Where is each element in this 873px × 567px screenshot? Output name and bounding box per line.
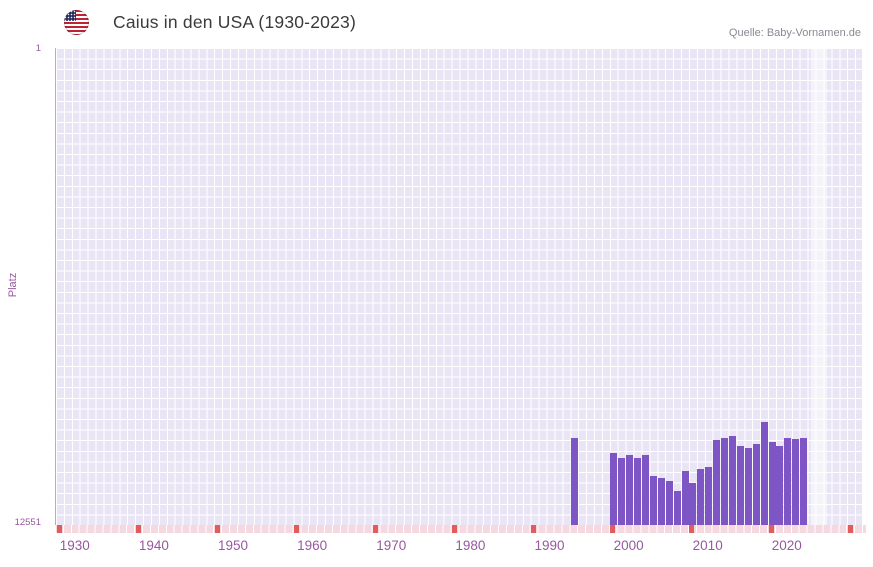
bar-2010[interactable] (705, 466, 713, 525)
bar-2022[interactable] (800, 437, 808, 525)
no-data-tick (56, 525, 62, 533)
bar-2017[interactable] (760, 422, 768, 525)
us-flag-canton (64, 10, 76, 21)
bar-2006[interactable] (673, 490, 681, 525)
x-tick-label-1990: 1990 (534, 538, 565, 553)
bar-2016[interactable] (752, 444, 760, 525)
bar-2012[interactable] (721, 437, 728, 525)
no-data-tick (610, 525, 616, 533)
no-data-tick (214, 525, 220, 533)
bar-1998[interactable] (610, 452, 618, 525)
plot-area (55, 48, 862, 525)
x-tick-label-1940: 1940 (138, 538, 169, 553)
no-data-tick (372, 525, 378, 533)
no-data-tick (293, 525, 299, 533)
no-data-strip (55, 525, 866, 533)
no-data-tick (452, 525, 457, 533)
bar-2009[interactable] (697, 469, 705, 525)
bar-2004[interactable] (657, 478, 665, 525)
bar-2013[interactable] (729, 435, 736, 525)
x-tick-label-1980: 1980 (455, 538, 486, 553)
latest-year-highlight (811, 48, 827, 525)
x-tick-label-2000: 2000 (613, 538, 644, 553)
x-tick-label-2020: 2020 (771, 538, 802, 553)
bar-2002[interactable] (641, 454, 649, 525)
x-tick-label-1960: 1960 (297, 538, 328, 553)
bar-2003[interactable] (649, 475, 657, 525)
y-tick-label-bottom: 12551 (14, 517, 41, 528)
no-data-tick (768, 525, 774, 533)
bar-1993[interactable] (570, 437, 578, 525)
y-axis-title: Platz (7, 272, 19, 298)
bar-2001[interactable] (634, 457, 641, 525)
source-credit: Quelle: Baby-Vornamen.de (728, 27, 861, 39)
no-data-tick (531, 525, 537, 533)
x-tick-label-1970: 1970 (376, 538, 407, 553)
bar-2018[interactable] (768, 441, 776, 525)
bar-2014[interactable] (736, 445, 744, 525)
bar-2008[interactable] (689, 483, 697, 525)
bar-2015[interactable] (744, 447, 752, 525)
bar-2007[interactable] (681, 470, 689, 525)
x-axis: 1930 1940 1950 1960 1970 1980 1990 2000 2010 2020 (0, 538, 873, 560)
x-tick-label-1950: 1950 (217, 538, 249, 553)
us-flag-icon (64, 10, 89, 35)
no-data-tick (135, 525, 141, 533)
chart-title: Caius in den USA (1930-2023) (113, 12, 356, 32)
bar-1999[interactable] (618, 458, 626, 525)
bar-2005[interactable] (665, 481, 673, 525)
bar-2019[interactable] (776, 445, 784, 525)
no-data-tick (689, 525, 695, 533)
x-tick-label-1930: 1930 (59, 538, 90, 553)
bar-2021[interactable] (792, 439, 800, 525)
no-data-tick (847, 525, 853, 533)
x-tick-label-2010: 2010 (692, 538, 723, 553)
bar-2020[interactable] (784, 437, 792, 525)
y-tick-label-top: 1 (35, 43, 41, 54)
bar-2000[interactable] (626, 454, 634, 525)
bar-2011[interactable] (713, 440, 721, 525)
